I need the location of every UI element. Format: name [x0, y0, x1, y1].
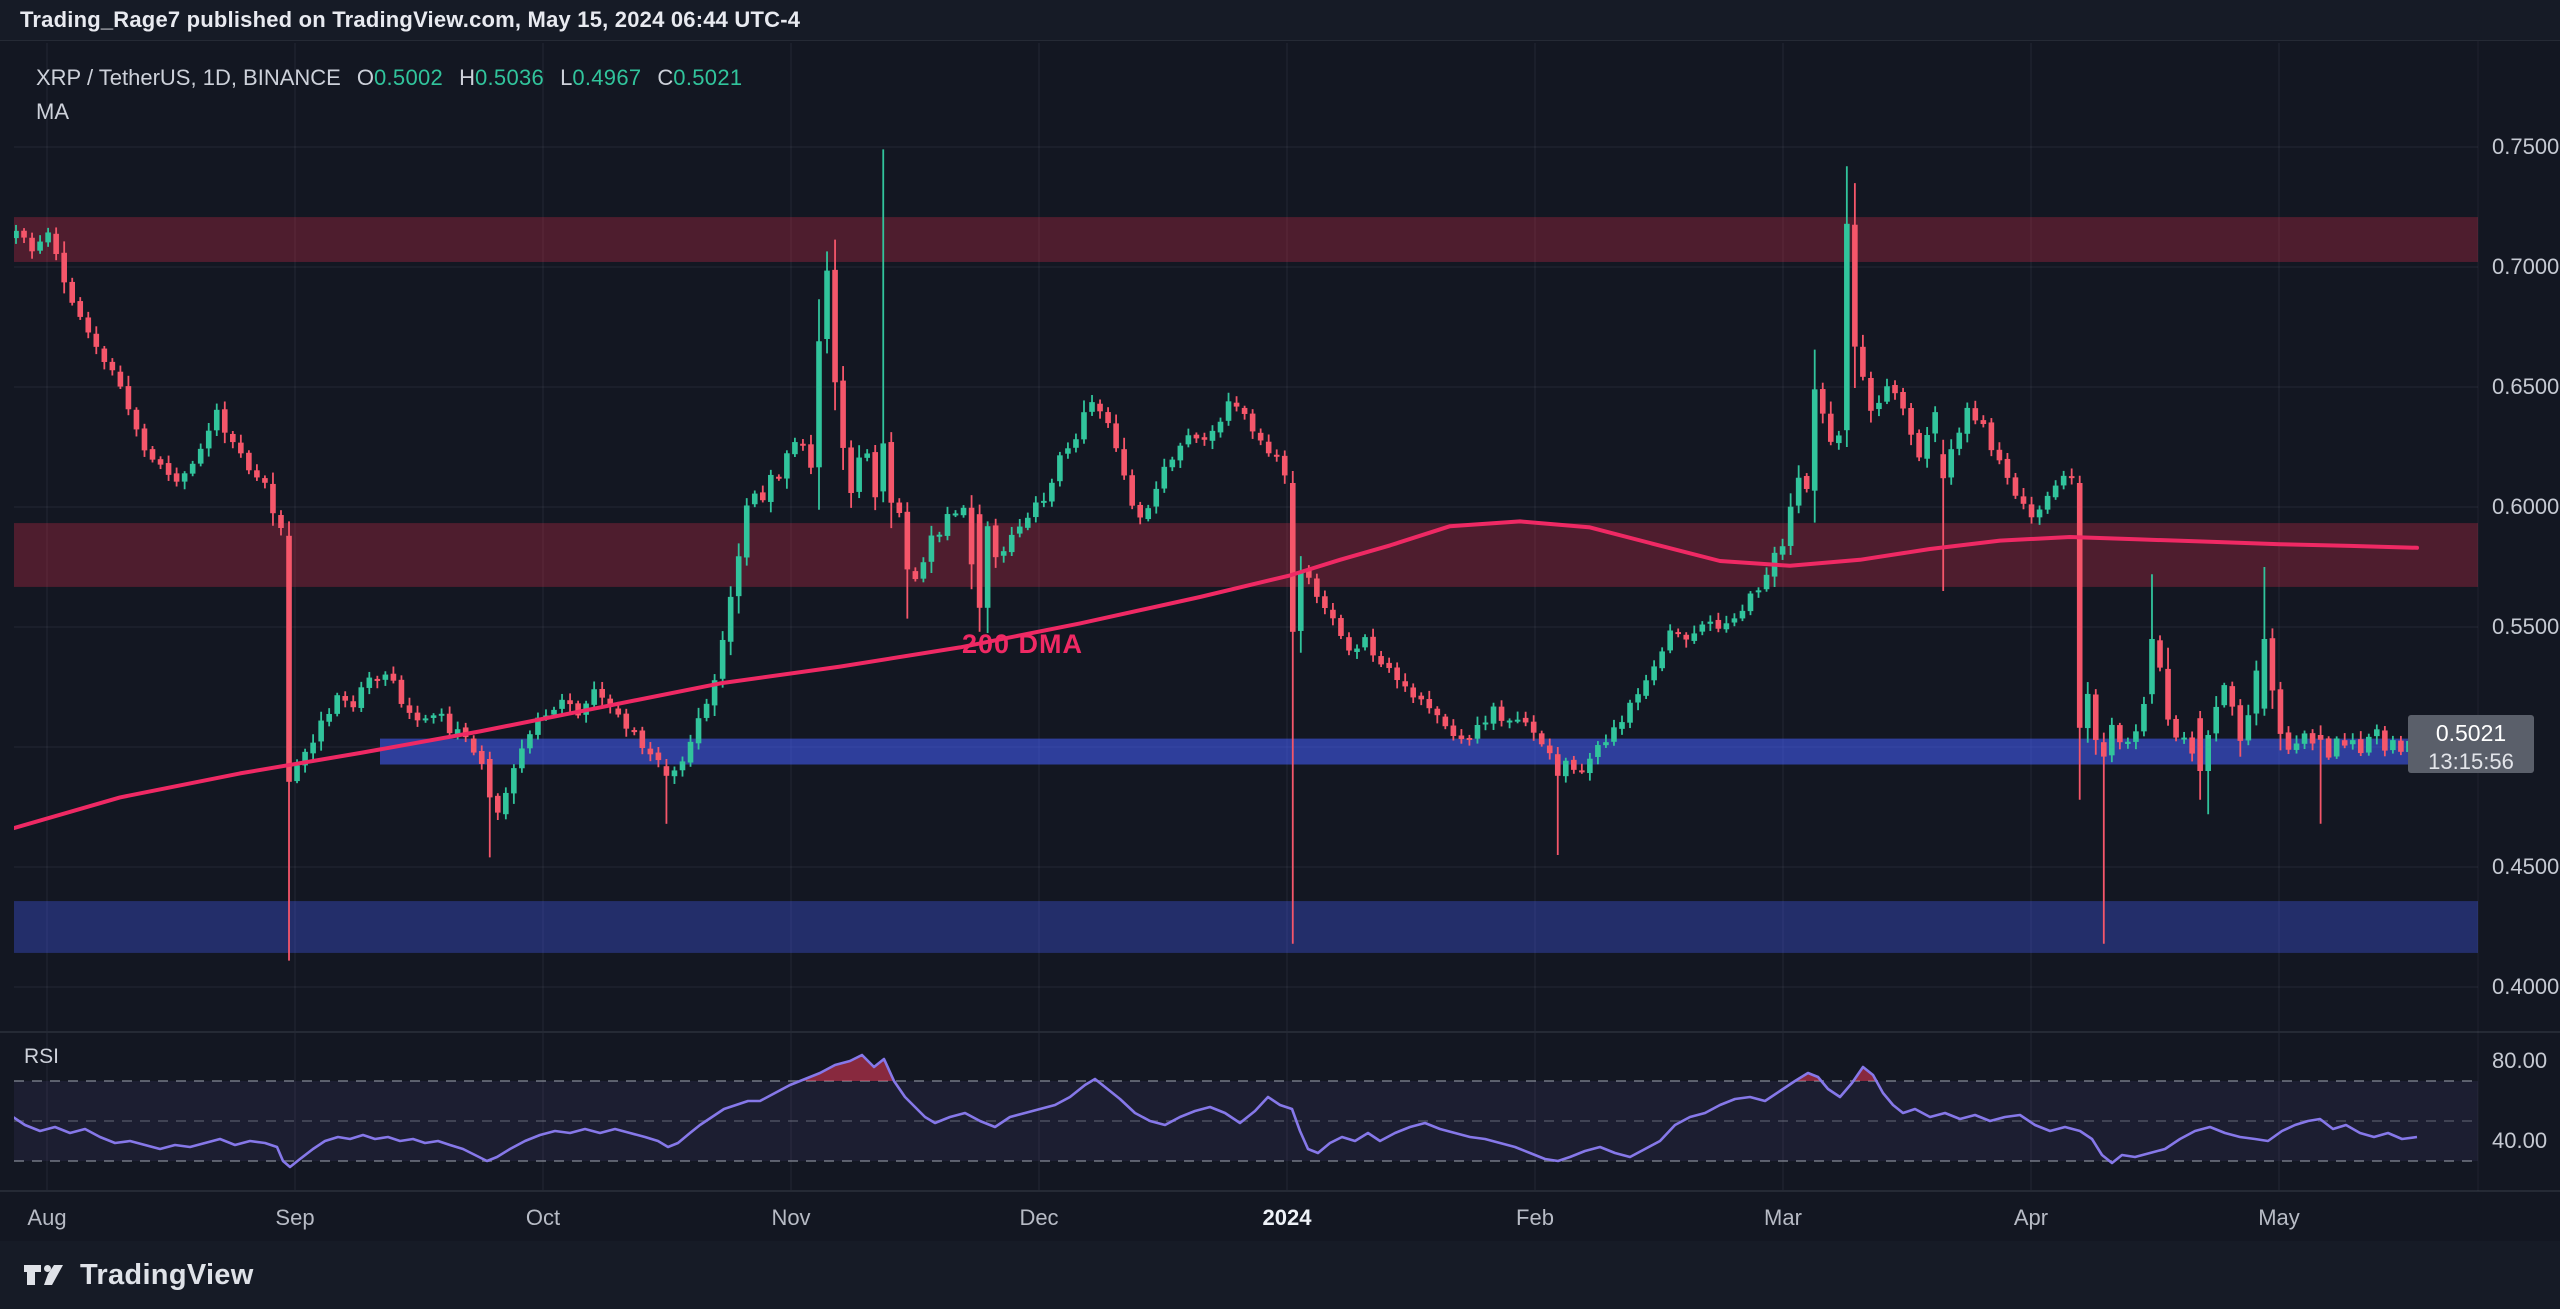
tradingview-brand-text[interactable]: TradingView: [80, 1258, 254, 1291]
bar-countdown: 13:15:56: [2428, 748, 2514, 774]
price-tick-label: 0.5500: [2492, 614, 2559, 639]
price-tick-label: 0.6000: [2492, 494, 2559, 519]
month-label-Nov: Nov: [771, 1205, 810, 1230]
price-tick-label: 0.4000: [2492, 974, 2559, 999]
ohlc-close: C0.5021: [657, 65, 743, 90]
symbol-title[interactable]: XRP / TetherUS, 1D, BINANCE: [36, 65, 341, 90]
price-chart-plot[interactable]: 0.7500 0.7000 0.6500 0.6000 0.5500 0.4500 0.40…: [0, 41, 2560, 1242]
ma-indicator-legend[interactable]: MA: [36, 99, 69, 124]
month-label-Mar: Mar: [1764, 1205, 1802, 1230]
chart-widget: 0.7500 0.7000 0.6500 0.6000 0.5500 0.4500 0.40…: [0, 40, 2560, 1243]
last-price-label: 0.5021 13:15:56: [2408, 715, 2534, 774]
ma-200-line: [14, 519, 2419, 831]
candlesticks: [14, 149, 2420, 961]
rsi-tick-label: 80.00: [2492, 1048, 2547, 1073]
month-label-Aug: Aug: [27, 1205, 66, 1230]
month-label-Sep: Sep: [275, 1205, 314, 1230]
zone-support-deep: [14, 901, 2478, 953]
time-axis: Aug Sep Oct Nov Dec 2024 Feb Mar Apr May: [27, 1205, 2299, 1230]
month-label-Apr: Apr: [2014, 1205, 2048, 1230]
rsi-pane: [14, 1053, 2478, 1169]
publish-info-text: Trading_Rage7 published on TradingView.c…: [20, 7, 801, 32]
month-label-Oct: Oct: [526, 1205, 560, 1230]
ma-200-annotation: 200 DMA: [962, 629, 1084, 659]
zone-resistance-mid: [14, 523, 2478, 587]
ohlc-low: L0.4967: [560, 65, 642, 90]
publish-info-bar: Trading_Rage7 published on TradingView.c…: [0, 0, 2560, 40]
month-label-2024: 2024: [1263, 1205, 1313, 1230]
grid-lines: [14, 43, 2478, 1191]
ohlc-open: O0.5002: [356, 65, 444, 90]
price-tick-label: 0.6500: [2492, 374, 2559, 399]
zone-resistance-upper: [14, 217, 2478, 262]
ohlc-high: H0.5036: [459, 65, 545, 90]
price-tick-label: 0.7000: [2492, 254, 2559, 279]
price-axis: 0.7500 0.7000 0.6500 0.6000 0.5500 0.4500 0.40…: [2492, 134, 2559, 1153]
month-label-May: May: [2258, 1205, 2300, 1230]
price-tick-label: 0.4500: [2492, 854, 2559, 879]
price-tick-label: 0.7500: [2492, 134, 2559, 159]
month-label-Feb: Feb: [1516, 1205, 1554, 1230]
footer-bar: TradingView: [0, 1241, 2560, 1309]
tradingview-logo-icon[interactable]: [22, 1262, 68, 1288]
month-label-Dec: Dec: [1019, 1205, 1058, 1230]
zone-support-main: [380, 738, 2478, 765]
last-price-value: 0.5021: [2435, 720, 2507, 746]
rsi-tick-label: 40.00: [2492, 1128, 2547, 1153]
symbol-legend: XRP / TetherUS, 1D, BINANCE O0.5002 H0.5…: [36, 65, 742, 91]
rsi-indicator-legend[interactable]: RSI: [24, 1045, 60, 1068]
